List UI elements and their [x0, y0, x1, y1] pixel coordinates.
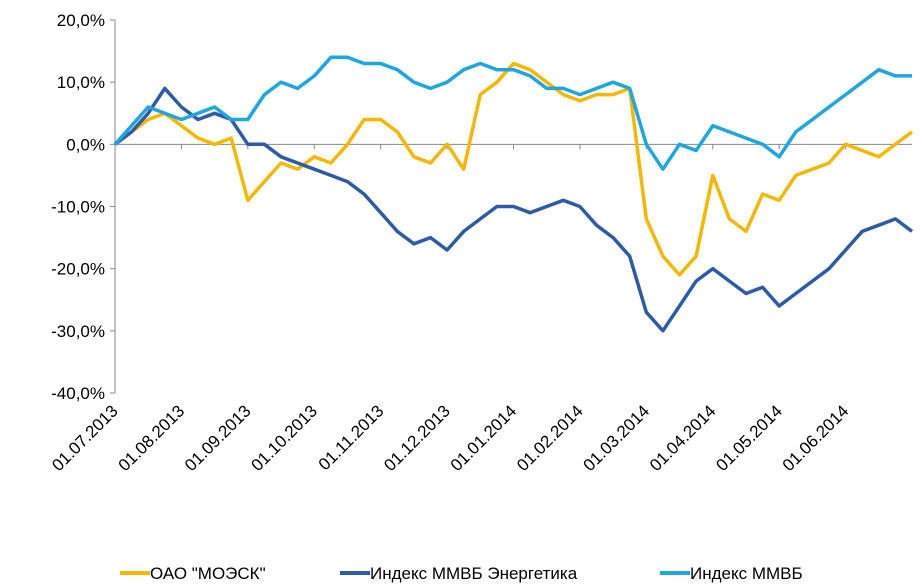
x-tick-label: 01.08.2013 — [115, 401, 189, 475]
x-tick-label: 01.05.2014 — [712, 401, 786, 475]
y-tick-label: 20,0% — [57, 11, 105, 30]
y-tick-label: -30,0% — [51, 322, 105, 341]
legend-label: Индекс ММВБ — [690, 564, 803, 583]
y-tick-label: -10,0% — [51, 198, 105, 217]
x-tick-label: 01.01.2014 — [447, 401, 521, 475]
x-tick-label: 01.07.2013 — [48, 401, 122, 475]
x-tick-label: 01.12.2013 — [380, 401, 454, 475]
series-line — [113, 61, 914, 277]
y-tick-label: 0,0% — [66, 135, 105, 154]
y-tick-label: 10,0% — [57, 73, 105, 92]
x-tick-label: 01.10.2013 — [247, 401, 321, 475]
x-tick-label: 01.03.2014 — [580, 401, 654, 475]
x-tick-label: 01.09.2013 — [181, 401, 255, 475]
legend-label: ОАО "МОЭСК" — [150, 564, 266, 583]
x-tick-label: 01.06.2014 — [779, 401, 853, 475]
series-line — [113, 86, 914, 333]
x-tick-label: 01.04.2014 — [646, 401, 720, 475]
y-tick-label: -40,0% — [51, 384, 105, 403]
y-tick-label: -20,0% — [51, 260, 105, 279]
series-line — [113, 55, 912, 171]
legend-label: Индекс ММВБ Энергетика — [370, 564, 578, 583]
x-tick-label: 01.02.2014 — [513, 401, 587, 475]
x-tick-label: 01.11.2013 — [315, 401, 388, 474]
